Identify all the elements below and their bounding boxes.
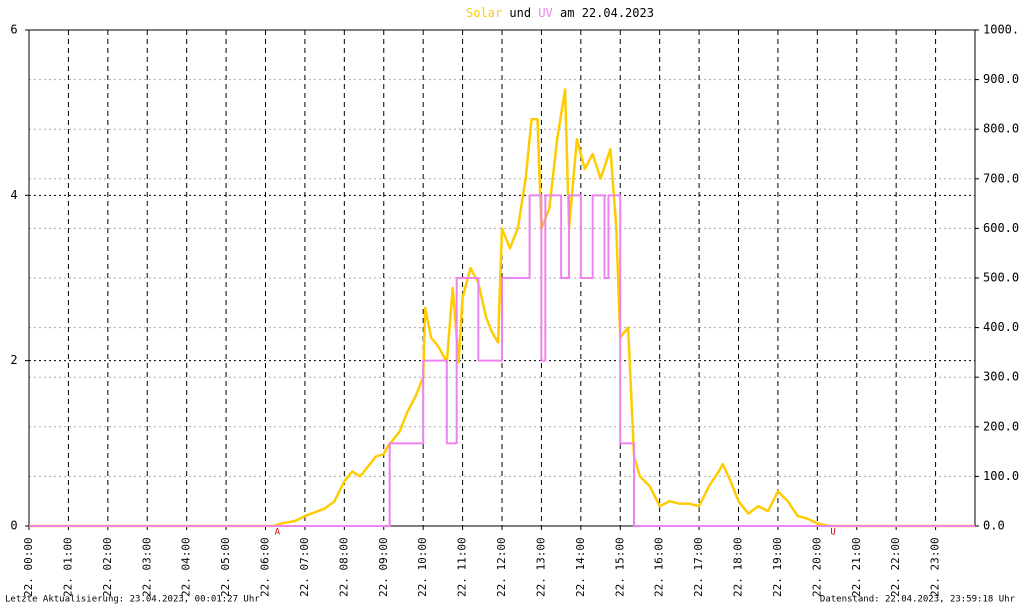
series-line — [29, 194, 975, 527]
x-tick-label: 22. 00:00 — [22, 537, 35, 597]
x-tick-label: 22. 17:00 — [692, 537, 705, 597]
title-solar: Solar — [466, 6, 502, 20]
x-tick-label: 22. 02:00 — [101, 537, 114, 597]
plot-frame — [28, 29, 976, 527]
x-tick-label: 22. 23:00 — [929, 537, 942, 597]
annotation: A — [275, 528, 281, 538]
y2-tick-label: 800.0 — [983, 122, 1019, 136]
x-tick-label: 22. 05:00 — [219, 537, 232, 597]
x-tick-label: 22. 04:00 — [180, 537, 193, 597]
y2-tick-label: 300.0 — [983, 370, 1019, 384]
title-uv: UV — [538, 6, 552, 20]
x-tick-label: 22. 22:00 — [889, 537, 902, 597]
y-tick-label: 4 — [10, 188, 17, 202]
x-tick-label: 22. 15:00 — [613, 537, 626, 597]
y2-tick-label: 700.0 — [983, 171, 1019, 185]
x-tick-label: 22. 01:00 — [61, 537, 74, 597]
x-tick-label: 22. 12:00 — [495, 537, 508, 597]
x-tick-label: 22. 06:00 — [259, 537, 272, 597]
y2-tick-label: 200.0 — [983, 419, 1019, 433]
title-join: und — [509, 6, 531, 20]
x-tick-label: 22. 03:00 — [140, 537, 153, 597]
footer-left: Letzte Aktualisierung: 23.04.2023, 00:01… — [5, 595, 260, 605]
annotation: U — [830, 528, 835, 538]
x-tick-label: 22. 16:00 — [653, 537, 666, 597]
y2-tick-label: 500.0 — [983, 271, 1019, 285]
x-tick-label: 22. 08:00 — [337, 537, 350, 597]
x-tick-label: 22. 13:00 — [534, 537, 547, 597]
x-tick-label: 22. 21:00 — [850, 537, 863, 597]
x-tick-label: 22. 20:00 — [810, 537, 823, 597]
title-suffix: am 22.04.2023 — [560, 6, 654, 20]
y2-tick-label: 1000.0 — [983, 23, 1020, 37]
y-tick-label: 2 — [10, 353, 17, 367]
x-tick-label: 22. 07:00 — [298, 537, 311, 597]
chart-title: Solar und UV am 22.04.2023 — [466, 6, 654, 20]
y-tick-label: 0 — [10, 519, 17, 533]
x-tick-label: 22. 10:00 — [416, 537, 429, 597]
x-tick-label: 22. 11:00 — [456, 537, 469, 597]
series-line — [29, 88, 975, 528]
y-tick-label: 6 — [10, 23, 17, 37]
x-tick-label: 22. 18:00 — [732, 537, 745, 597]
y2-tick-label: 900.0 — [983, 72, 1019, 86]
y2-tick-label: 0.0 — [983, 519, 1005, 533]
y2-tick-label: 600.0 — [983, 221, 1019, 235]
x-tick-label: 22. 19:00 — [771, 537, 784, 597]
y2-tick-label: 100.0 — [983, 469, 1019, 483]
x-tick-label: 22. 09:00 — [377, 537, 390, 597]
x-tick-label: 22. 14:00 — [574, 537, 587, 597]
y2-tick-label: 400.0 — [983, 320, 1019, 334]
footer-right: Datenstand: 22.04.2023, 23:59:18 Uhr — [820, 595, 1016, 605]
